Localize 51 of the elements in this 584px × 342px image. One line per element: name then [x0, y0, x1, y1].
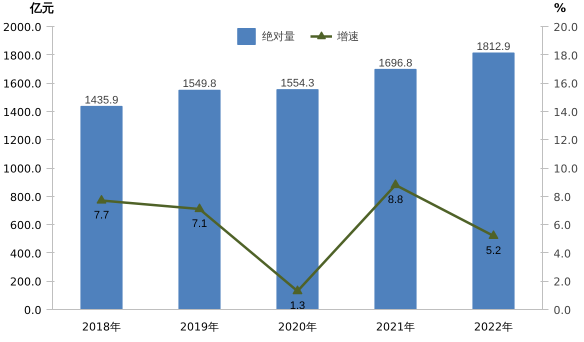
y-tick-label: 0.0 — [24, 304, 42, 317]
bar — [80, 106, 123, 310]
x-tick-label: 2018年 — [82, 320, 122, 334]
bar — [178, 90, 221, 310]
y-tick-label: 1200.0 — [3, 134, 42, 148]
point — [488, 230, 498, 240]
data-label: 7.1 — [192, 218, 208, 230]
legend-label: 绝对量 — [262, 28, 295, 44]
data-label: 8.8 — [388, 194, 404, 206]
data-label: 1.3 — [290, 300, 306, 312]
y2-tick-label: 14.0 — [554, 106, 578, 119]
y-tick-label: 1800.0 — [3, 49, 42, 62]
data-label: 1812.9 — [476, 40, 510, 53]
data-label: 1435.9 — [84, 94, 118, 106]
x-tick-label: 2020年 — [278, 320, 318, 334]
y2-tick-label: 16.0 — [554, 78, 578, 91]
y-tick-label: 1600.0 — [3, 78, 42, 91]
data-label: 5.2 — [486, 244, 502, 257]
point — [292, 285, 302, 294]
y2-tick-label: 2.0 — [554, 276, 571, 289]
bar — [276, 89, 319, 310]
point — [96, 194, 106, 204]
y2-tick-label: 20.0 — [554, 21, 578, 34]
point — [390, 179, 400, 188]
y-tick-label: 400.0 — [10, 247, 42, 260]
bar — [374, 68, 417, 310]
point — [194, 203, 204, 212]
y2-tick-label: 6.0 — [554, 219, 571, 232]
y2-axis-title: % — [554, 0, 566, 17]
y-tick-label: 800.0 — [10, 190, 42, 204]
y-tick-label: 2000.0 — [3, 21, 42, 34]
y-tick-label: 200.0 — [10, 276, 42, 289]
y-tick-label: 600.0 — [10, 219, 42, 232]
y-tick-label: 1000.0 — [3, 162, 42, 176]
y2-tick-label: 8.0 — [554, 190, 571, 204]
y-tick-label: 1400.0 — [3, 106, 42, 119]
data-label: 1696.8 — [378, 57, 412, 70]
y2-tick-label: 0.0 — [554, 304, 571, 317]
y2-tick-label: 4.0 — [554, 247, 571, 260]
data-label: 1549.8 — [182, 78, 216, 90]
y2-tick-label: 12.0 — [554, 134, 578, 148]
y-axis-title: 亿元 — [30, 0, 54, 17]
x-tick-label: 2019年 — [180, 320, 220, 334]
y2-tick-label: 18.0 — [554, 49, 578, 62]
data-label: 1554.3 — [280, 78, 314, 90]
x-tick-label: 2022年 — [474, 320, 514, 334]
legend-label: 增速 — [337, 28, 359, 44]
bar — [472, 52, 515, 310]
data-label: 7.7 — [94, 210, 110, 222]
x-tick-label: 2021年 — [376, 320, 416, 334]
y2-tick-label: 10.0 — [554, 162, 578, 176]
